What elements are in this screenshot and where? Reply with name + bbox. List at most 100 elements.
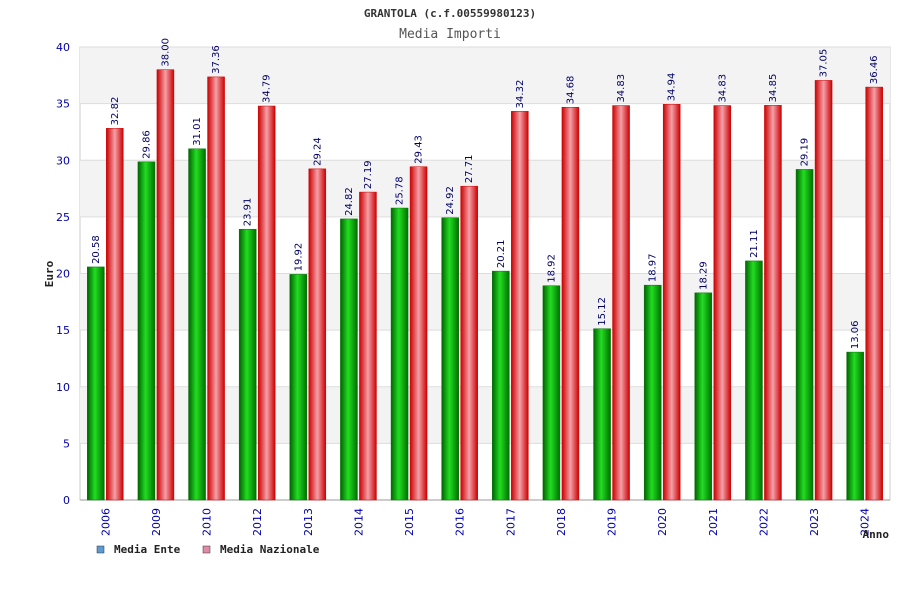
data-label: 34.85 — [768, 74, 779, 103]
bar-media-ente — [846, 351, 864, 501]
bar-media-ente — [492, 270, 510, 501]
data-label: 25.78 — [395, 176, 406, 205]
data-label: 15.12 — [597, 297, 608, 326]
data-label: 38.00 — [160, 38, 171, 67]
bar-media-ente — [542, 285, 561, 501]
data-labels: 20.58 32.82 29.86 38.00 31.01 37.36 23.91 34.79… — [91, 38, 880, 349]
data-label: 37.05 — [819, 49, 830, 78]
bar-media-nazionale — [409, 166, 428, 501]
legend: Media Ente Media Nazionale — [96, 543, 320, 556]
data-label: 36.46 — [869, 55, 880, 84]
data-label: 24.92 — [445, 186, 456, 215]
y-tick-label: 20 — [56, 268, 70, 281]
bar-media-nazionale — [764, 105, 782, 501]
legend-label-media-ente: Media Ente — [114, 543, 181, 556]
data-label: 34.83 — [717, 74, 728, 103]
x-tick-label: 2010 — [201, 508, 214, 536]
x-tick-label: 2016 — [454, 508, 467, 536]
bar-media-nazionale — [662, 104, 681, 501]
bar-media-ente — [390, 207, 409, 501]
y-tick-label: 15 — [56, 324, 70, 337]
bar-media-ente — [188, 148, 206, 501]
x-axis-ticks: 2006 2009 2010 2012 2013 2014 2015 2016 2017 2018… — [99, 508, 871, 536]
y-tick-label: 35 — [56, 98, 70, 111]
data-label: 23.91 — [243, 198, 254, 227]
x-tick-label: 2006 — [99, 508, 112, 536]
x-tick-label: 2020 — [656, 508, 669, 536]
bar-media-ente — [87, 266, 105, 501]
data-label: 34.32 — [515, 80, 526, 109]
data-label: 34.83 — [616, 74, 627, 103]
data-label: 37.36 — [211, 45, 222, 74]
bar-media-ente — [593, 328, 611, 501]
legend-label-media-nazionale: Media Nazionale — [220, 543, 320, 556]
bar-media-ente — [745, 260, 763, 501]
y-tick-label: 25 — [56, 211, 70, 224]
bars — [87, 69, 883, 501]
data-label: 20.21 — [496, 239, 507, 268]
bar-media-nazionale — [207, 76, 225, 501]
bar-media-nazionale — [359, 191, 377, 501]
bar-media-nazionale — [561, 106, 580, 501]
data-label: 31.01 — [192, 117, 203, 146]
bar-media-nazionale — [308, 168, 327, 501]
bar-media-nazionale — [156, 69, 175, 501]
y-axis-ticks: 0 5 10 15 20 25 30 35 40 — [56, 41, 70, 507]
data-label: 34.79 — [262, 74, 273, 103]
bar-media-ente — [795, 169, 814, 501]
x-tick-label: 2012 — [251, 508, 264, 536]
y-tick-label: 5 — [63, 437, 70, 450]
bar-media-nazionale — [511, 111, 529, 501]
x-tick-label: 2017 — [504, 508, 517, 536]
x-tick-label: 2022 — [757, 508, 770, 536]
x-tick-label: 2014 — [352, 508, 365, 536]
x-tick-label: 2019 — [606, 508, 619, 536]
data-label: 20.58 — [91, 235, 102, 264]
bar-media-ente — [137, 161, 156, 501]
data-label: 18.29 — [698, 261, 709, 290]
data-label: 19.92 — [293, 243, 304, 272]
data-label: 29.24 — [312, 137, 323, 166]
data-label: 27.19 — [363, 160, 374, 189]
chart-title: GRANTOLA (c.f.00559980123) — [364, 7, 536, 20]
data-label: 18.97 — [648, 254, 659, 283]
bar-media-nazionale — [460, 185, 478, 501]
x-tick-label: 2009 — [150, 508, 163, 536]
y-tick-label: 0 — [63, 494, 70, 507]
bar-media-nazionale — [612, 105, 630, 501]
data-label: 18.92 — [546, 254, 557, 283]
bar-media-nazionale — [106, 128, 124, 501]
data-label: 29.86 — [141, 130, 152, 159]
bar-media-ente — [340, 218, 358, 501]
chart-subtitle: Media Importi — [399, 27, 501, 42]
legend-swatch-media-nazionale — [202, 545, 211, 554]
bar-media-nazionale — [814, 80, 833, 501]
y-axis-title: Euro — [43, 260, 56, 287]
y-tick-label: 10 — [56, 381, 70, 394]
data-label: 13.06 — [850, 320, 861, 349]
data-label: 34.68 — [565, 76, 576, 105]
x-tick-label: 2013 — [302, 508, 315, 536]
bar-media-nazionale — [713, 105, 732, 501]
x-tick-label: 2023 — [808, 508, 821, 536]
x-tick-label: 2021 — [707, 508, 720, 536]
bar-media-ente — [441, 217, 459, 501]
x-axis-title: Anno — [863, 528, 890, 541]
x-tick-label: 2015 — [403, 508, 416, 536]
bar-media-nazionale — [865, 86, 883, 501]
bar-media-ente — [238, 228, 257, 501]
bar-media-ente — [694, 292, 713, 501]
bar-media-ente — [289, 274, 308, 501]
bar-media-nazionale — [257, 105, 276, 501]
x-tick-label: 2024 — [859, 508, 872, 536]
data-label: 27.71 — [464, 155, 475, 184]
data-label: 24.82 — [344, 187, 355, 216]
data-label: 32.82 — [110, 97, 121, 126]
data-label: 29.43 — [414, 135, 425, 164]
x-tick-label: 2018 — [555, 508, 568, 536]
y-tick-label: 30 — [56, 154, 70, 167]
data-label: 21.11 — [749, 229, 760, 258]
data-label: 34.94 — [667, 73, 678, 102]
y-tick-label: 40 — [56, 41, 70, 54]
